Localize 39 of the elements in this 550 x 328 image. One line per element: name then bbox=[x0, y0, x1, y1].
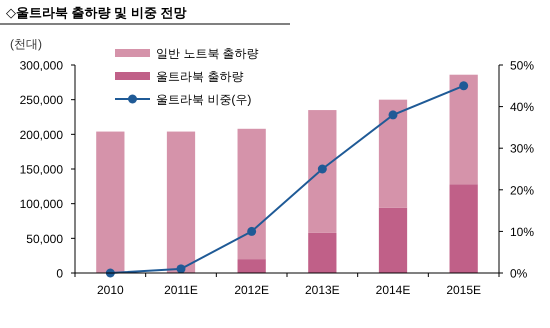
x-tick-label: 2012E bbox=[234, 283, 270, 297]
y2-tick-label: 50% bbox=[510, 58, 534, 72]
y-tick-label: 0 bbox=[56, 266, 64, 280]
bar bbox=[166, 132, 196, 273]
bar bbox=[378, 208, 408, 273]
y2-tick-label: 10% bbox=[510, 224, 534, 239]
x-tick-label: 2013E bbox=[304, 283, 340, 297]
y2-tick-label: 20% bbox=[510, 183, 534, 198]
y-tick-label: 300,000 bbox=[20, 58, 64, 72]
bar bbox=[238, 128, 266, 260]
bar bbox=[450, 74, 478, 184]
y-tick-label: 100,000 bbox=[20, 197, 64, 212]
chart-title: ◇울트라북 출하량 및 비중 전망 bbox=[6, 5, 186, 20]
point bbox=[247, 226, 256, 236]
bar bbox=[450, 184, 478, 273]
bar bbox=[96, 132, 124, 273]
y-tick-label: 150,000 bbox=[20, 162, 64, 176]
point bbox=[459, 81, 468, 90]
y-tick-label: 250,000 bbox=[20, 93, 64, 108]
x-tick-label: 2010 bbox=[96, 283, 124, 297]
y2-tick-label: 30% bbox=[510, 142, 534, 156]
point bbox=[176, 264, 186, 274]
x-tick-label: 2015E bbox=[446, 283, 482, 297]
x-tick-label: 2014E bbox=[376, 283, 410, 297]
y2-tick-label: 0% bbox=[510, 266, 528, 280]
bar bbox=[238, 259, 266, 273]
y-tick-label: 50,000 bbox=[26, 232, 64, 246]
y-axis-title: (천대) bbox=[10, 37, 42, 51]
legend-label: 일반 노트북 출하량 bbox=[156, 46, 259, 60]
point bbox=[388, 110, 398, 120]
legend-label: 울트라북 출하량 bbox=[156, 70, 244, 84]
y2-tick-label: 40% bbox=[510, 100, 534, 114]
bar bbox=[378, 100, 408, 208]
x-tick-label: 2011E bbox=[164, 283, 198, 297]
bar bbox=[308, 232, 336, 273]
bar bbox=[308, 110, 336, 233]
point bbox=[318, 164, 327, 174]
y-tick-label: 200,000 bbox=[20, 128, 64, 142]
legend-label: 울트라북 비중(우) bbox=[156, 92, 252, 106]
